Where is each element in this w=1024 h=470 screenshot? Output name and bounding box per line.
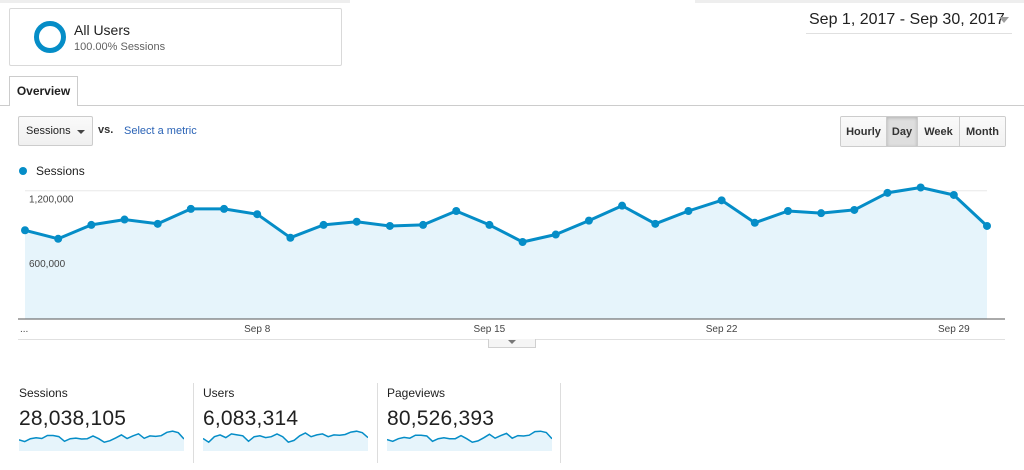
vs-label: vs. (98, 124, 114, 136)
segment-subtitle: 100.00% Sessions (74, 41, 166, 53)
data-point[interactable] (817, 209, 826, 218)
segment-card[interactable]: All Users 100.00% Sessions (9, 8, 342, 66)
scorecard-label: Pageviews (387, 386, 446, 400)
select-metric-link[interactable]: Select a metric (124, 125, 197, 137)
data-point[interactable] (319, 220, 328, 229)
sparkline (387, 430, 552, 451)
month-button[interactable]: Month (960, 117, 1005, 146)
date-range-label: Sep 1, 2017 - Sep 30, 2017 (809, 11, 1005, 28)
week-button[interactable]: Week (918, 117, 960, 146)
data-point[interactable] (684, 207, 693, 216)
scorecard-value: 6,083,314 (203, 407, 299, 430)
data-point[interactable] (485, 220, 494, 229)
chevron-down-icon (77, 130, 85, 134)
sparkline-line (203, 430, 368, 444)
chevron-down-icon (508, 340, 516, 344)
data-point[interactable] (750, 218, 759, 227)
tab-divider (0, 105, 1024, 106)
scorecard-sessions[interactable]: Sessions 28,038,105 (10, 383, 194, 463)
data-point[interactable] (419, 220, 428, 229)
data-point[interactable] (54, 234, 63, 243)
data-point[interactable] (385, 221, 394, 230)
segment-ring-icon (34, 21, 66, 53)
chevron-down-icon (999, 17, 1009, 23)
sparkline-line (19, 430, 184, 444)
legend-dot-icon (19, 167, 27, 175)
data-point[interactable] (21, 226, 29, 235)
data-point[interactable] (883, 188, 892, 197)
data-point[interactable] (651, 219, 660, 228)
data-point[interactable] (983, 221, 991, 230)
x-tick-label: Sep 8 (244, 324, 271, 335)
segment-name: All Users (74, 22, 131, 38)
granularity-toggle: Hourly Day Week Month (840, 116, 1006, 147)
metric-select[interactable]: Sessions (18, 116, 93, 146)
scorecard-label: Sessions (19, 386, 68, 400)
collapse-chart-button[interactable] (488, 339, 536, 348)
sparkline (203, 430, 368, 451)
chart-area (25, 187, 987, 319)
scorecard-users[interactable]: Users 6,083,314 (194, 383, 378, 463)
y-tick-label: 600,000 (29, 259, 66, 270)
data-point[interactable] (120, 215, 129, 224)
x-tick-label: Sep 22 (706, 324, 738, 335)
x-tick-label: Sep 15 (474, 324, 506, 335)
data-point[interactable] (186, 204, 195, 213)
data-point[interactable] (220, 204, 229, 213)
data-point[interactable] (783, 207, 792, 216)
y-tick-label: 1,200,000 (29, 195, 74, 206)
data-point[interactable] (153, 219, 162, 228)
scorecards: Sessions 28,038,105 Users 6,083,314 Page… (10, 383, 561, 463)
data-point[interactable] (518, 238, 527, 247)
scorecard-pageviews[interactable]: Pageviews 80,526,393 (378, 383, 561, 463)
scorecard-label: Users (203, 386, 235, 400)
data-point[interactable] (717, 196, 726, 205)
data-point[interactable] (916, 183, 925, 192)
top-strip-right (695, 0, 1024, 3)
sparkline (19, 430, 184, 451)
data-point[interactable] (452, 207, 461, 216)
scorecard-value: 80,526,393 (387, 407, 495, 430)
top-strip (0, 0, 350, 3)
scorecard-value: 28,038,105 (19, 407, 127, 430)
data-point[interactable] (618, 201, 627, 210)
tab-overview[interactable]: Overview (9, 76, 78, 106)
legend-label: Sessions (36, 164, 85, 178)
hourly-button[interactable]: Hourly (841, 117, 887, 146)
data-point[interactable] (352, 217, 361, 226)
data-point[interactable] (949, 190, 958, 199)
data-point[interactable] (850, 205, 859, 214)
x-tick-label: Sep 29 (938, 324, 970, 335)
data-point[interactable] (253, 210, 262, 219)
data-point[interactable] (551, 230, 560, 239)
data-point[interactable] (286, 233, 295, 242)
date-range-picker[interactable]: Sep 1, 2017 - Sep 30, 2017 (806, 6, 1012, 34)
sparkline-line (387, 430, 552, 444)
metric-select-value: Sessions (26, 125, 71, 137)
day-button[interactable]: Day (887, 117, 918, 146)
x-tick-label: ... (20, 324, 28, 335)
data-point[interactable] (87, 220, 96, 229)
sessions-chart[interactable]: 1,200,000 600,000 ... Sep 8 Sep 15 Sep 2… (0, 180, 1024, 345)
series-line (24, 186, 989, 244)
data-point[interactable] (584, 216, 593, 225)
